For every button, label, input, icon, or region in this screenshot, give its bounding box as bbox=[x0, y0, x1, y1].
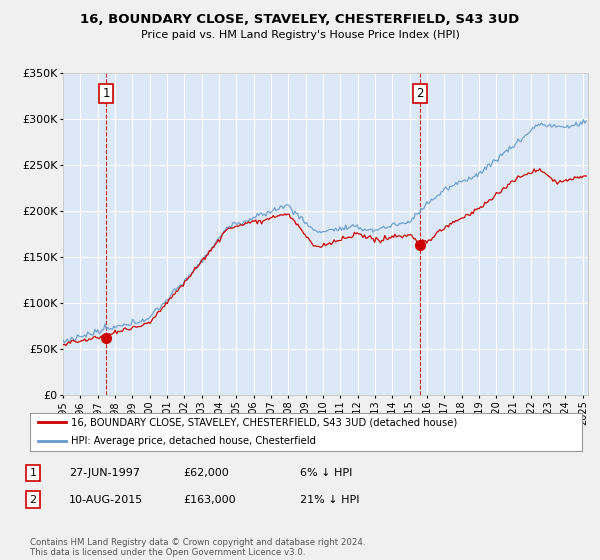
Text: 27-JUN-1997: 27-JUN-1997 bbox=[69, 468, 140, 478]
Text: 1: 1 bbox=[103, 87, 110, 100]
Text: 16, BOUNDARY CLOSE, STAVELEY, CHESTERFIELD, S43 3UD: 16, BOUNDARY CLOSE, STAVELEY, CHESTERFIE… bbox=[80, 13, 520, 26]
Text: 2: 2 bbox=[416, 87, 424, 100]
Text: 1: 1 bbox=[29, 468, 37, 478]
Text: Contains HM Land Registry data © Crown copyright and database right 2024.
This d: Contains HM Land Registry data © Crown c… bbox=[30, 538, 365, 557]
Text: Price paid vs. HM Land Registry's House Price Index (HPI): Price paid vs. HM Land Registry's House … bbox=[140, 30, 460, 40]
Text: 10-AUG-2015: 10-AUG-2015 bbox=[69, 494, 143, 505]
Text: £62,000: £62,000 bbox=[183, 468, 229, 478]
Text: 21% ↓ HPI: 21% ↓ HPI bbox=[300, 494, 359, 505]
Text: 6% ↓ HPI: 6% ↓ HPI bbox=[300, 468, 352, 478]
Text: HPI: Average price, detached house, Chesterfield: HPI: Average price, detached house, Ches… bbox=[71, 436, 316, 446]
Text: 2: 2 bbox=[29, 494, 37, 505]
Text: 16, BOUNDARY CLOSE, STAVELEY, CHESTERFIELD, S43 3UD (detached house): 16, BOUNDARY CLOSE, STAVELEY, CHESTERFIE… bbox=[71, 417, 458, 427]
Text: £163,000: £163,000 bbox=[183, 494, 236, 505]
